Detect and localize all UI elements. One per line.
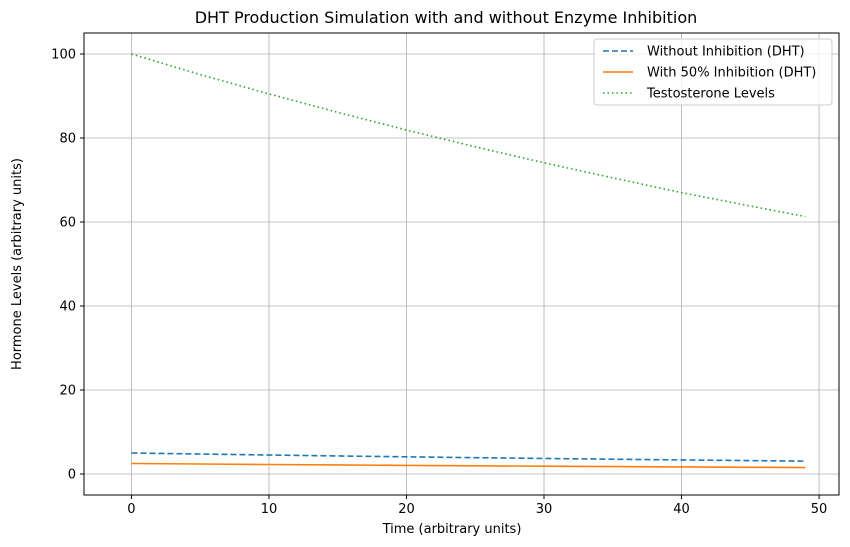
legend: Without Inhibition (DHT) With 50% Inhibit… <box>593 38 833 106</box>
y-axis-label: Hormone Levels (arbitrary units) <box>10 158 25 370</box>
y-tick-label: 0 <box>68 468 76 483</box>
x-tick-label: 40 <box>673 502 690 517</box>
x-tick-label: 50 <box>811 502 828 517</box>
x-axis-label: Time (arbitrary units) <box>382 522 522 537</box>
legend-label: Testosterone Levels <box>646 87 775 102</box>
y-tick-label: 100 <box>51 48 76 63</box>
y-tick-label: 80 <box>59 132 76 147</box>
y-tick-label: 20 <box>59 384 76 399</box>
x-tick-label: 0 <box>127 502 135 517</box>
x-tick-label: 20 <box>398 502 415 517</box>
legend-label: With 50% Inhibition (DHT) <box>647 66 816 81</box>
series-layer <box>131 53 806 469</box>
x-tick-label: 30 <box>536 502 553 517</box>
grid <box>84 33 839 495</box>
series-line-3 <box>131 53 806 218</box>
series-line-1 <box>131 452 806 462</box>
ticks: 0 10 20 30 40 50 0 20 40 60 80 100 <box>51 48 827 518</box>
legend-label: Without Inhibition (DHT) <box>647 45 805 60</box>
legend-box <box>593 38 833 106</box>
plot-frame <box>83 32 840 496</box>
chart-title: DHT Production Simulation with and witho… <box>195 8 698 27</box>
series-line-2 <box>131 462 806 469</box>
x-tick-label: 10 <box>261 502 278 517</box>
y-tick-label: 40 <box>59 300 76 315</box>
y-tick-label: 60 <box>59 216 76 231</box>
